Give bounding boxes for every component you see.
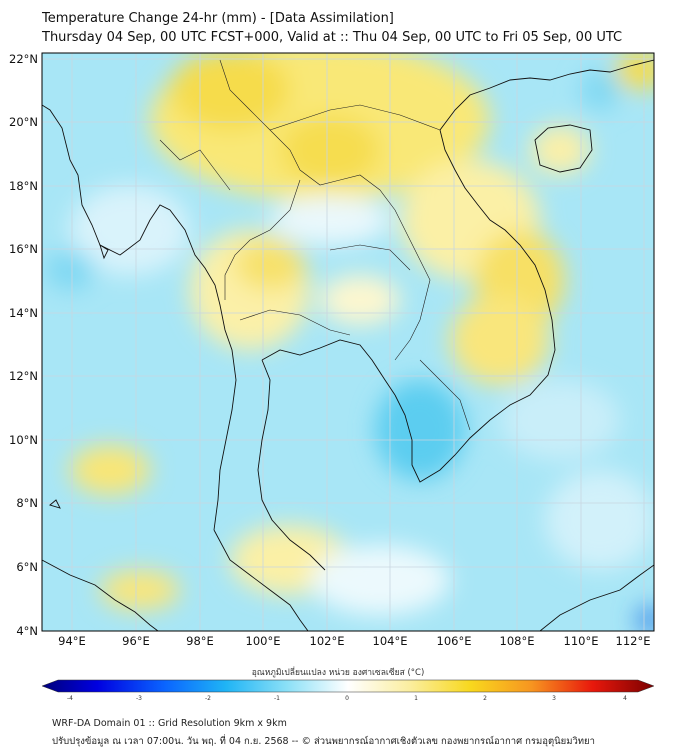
colorbar: -4 -3 -2 -1 0 1 2 3 4 [41,679,655,700]
coastlines [42,59,654,631]
colorbar-label: อุณหภูมิเปลี่ยนแปลง หน่วย องศาเซลเซียส (… [251,668,425,678]
colorbar-tick: 3 [552,695,556,700]
lon-label: 112°E [616,634,651,648]
colorbar-tick: -3 [136,695,142,700]
lat-label: 18°N [9,179,38,193]
lat-label: 20°N [9,115,38,129]
lat-label: 16°N [9,242,38,256]
colorbar-tick: 4 [623,695,627,700]
lat-label: 12°N [9,369,38,383]
lat-label: 6°N [16,560,38,574]
lon-label: 102°E [310,634,345,648]
longitude-labels: 94°E 96°E 98°E 100°E 102°E 104°E 106°E 1… [58,634,650,648]
map-subtitle: Thursday 04 Sep, 00 UTC FCST+000, Valid … [42,30,623,45]
colorbar-tick: 0 [345,695,349,700]
lat-label: 10°N [9,433,38,447]
temperature-change-map: 22°N 20°N 18°N 16°N 14°N 12°N 10°N 8°N 6… [9,52,655,700]
graticule [42,53,654,631]
map-title: Temperature Change 24-hr (mm) - [Data As… [42,11,394,26]
lon-label: 104°E [373,634,408,648]
colorbar-tick: 1 [414,695,418,700]
colorbar-bar [41,679,655,693]
footer-credit: ปรับปรุงข้อมูล ณ เวลา 07:00น. วัน พฤ. ที… [52,736,595,747]
latitude-labels: 22°N 20°N 18°N 16°N 14°N 12°N 10°N 8°N 6… [9,52,38,638]
lon-label: 96°E [122,634,150,648]
lat-label: 14°N [9,306,38,320]
lon-label: 98°E [186,634,214,648]
lat-label: 4°N [16,624,38,638]
colorbar-tick: -1 [274,695,280,700]
lat-label: 8°N [16,496,38,510]
footer-model-info: WRF-DA Domain 01 :: Grid Resolution 9km … [52,718,287,729]
lon-label: 100°E [246,634,281,648]
colorbar-ticks: -4 -3 -2 -1 0 1 2 3 4 [67,695,627,700]
lon-label: 106°E [437,634,472,648]
country-borders [159,59,471,431]
colorbar-tick: 2 [483,695,487,700]
colorbar-tick: -4 [67,695,73,700]
colorbar-tick: -2 [205,695,211,700]
lon-label: 110°E [564,634,599,648]
lon-label: 108°E [500,634,535,648]
map-frame [41,52,655,632]
temperature-field [42,53,654,631]
lon-label: 94°E [58,634,86,648]
lat-label: 22°N [9,52,38,66]
